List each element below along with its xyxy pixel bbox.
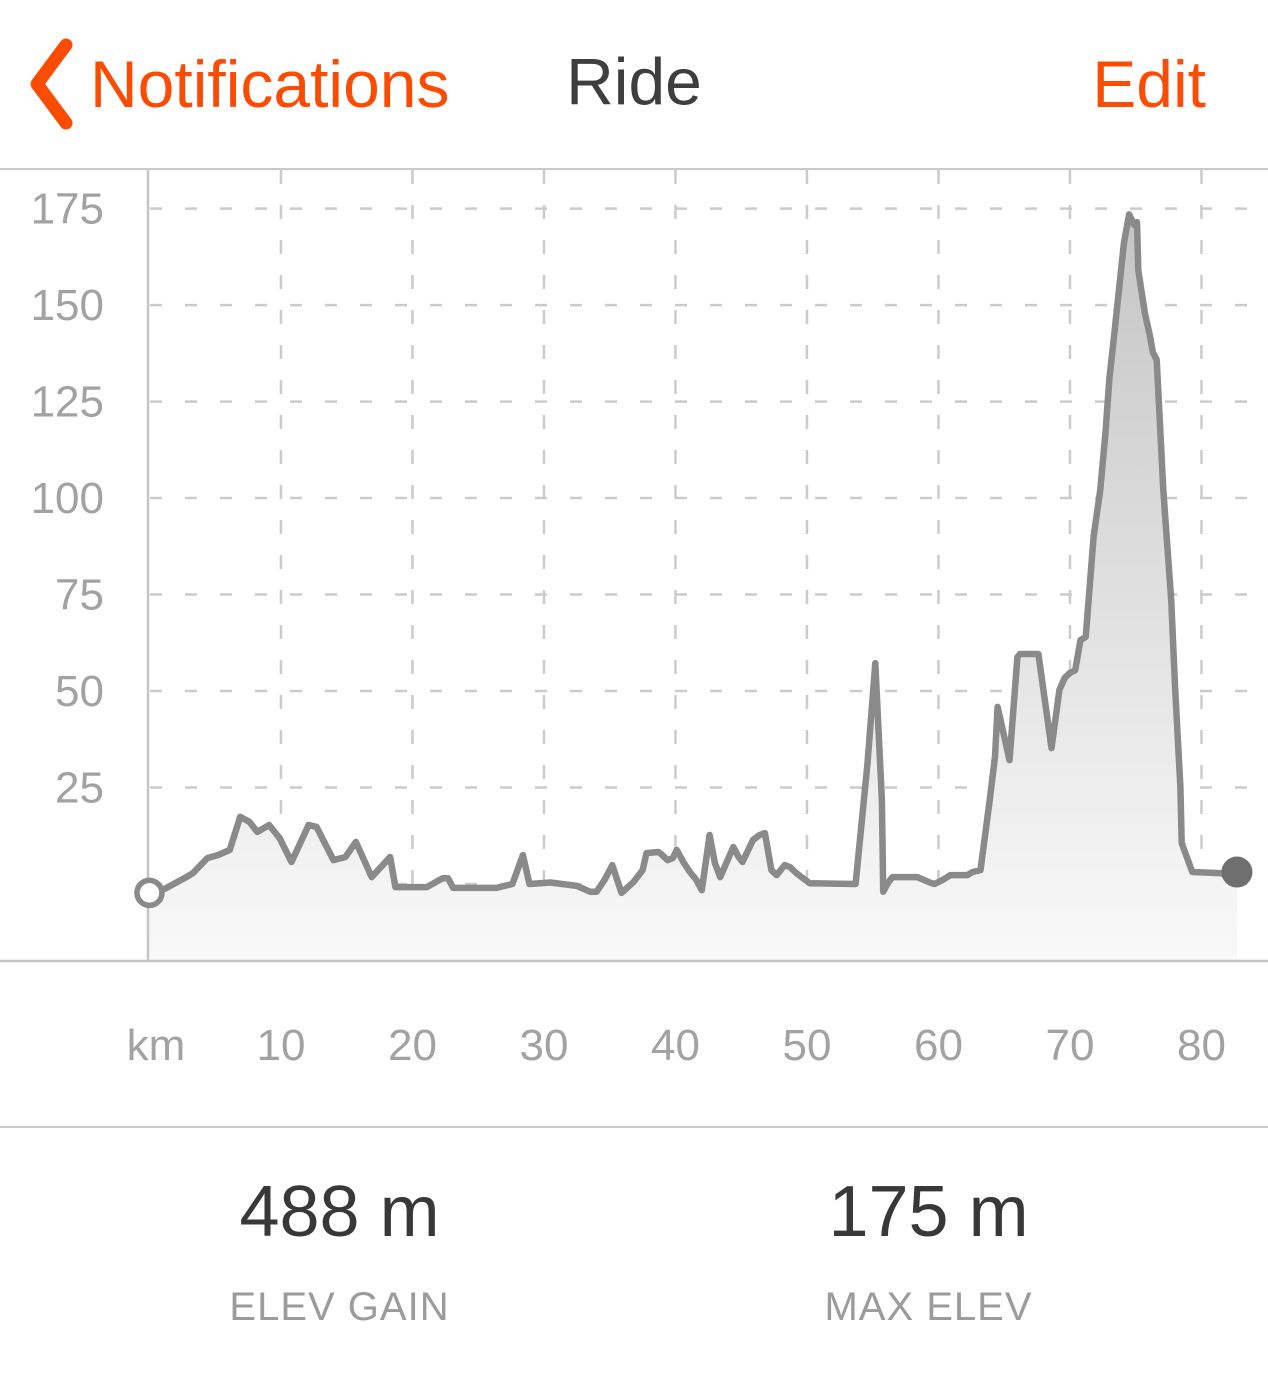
y-axis-label: 150 <box>31 281 104 330</box>
back-button[interactable]: Notifications <box>28 38 450 130</box>
elev-gain-label: ELEV GAIN <box>229 1284 450 1329</box>
y-axis-label: 125 <box>31 378 104 427</box>
x-axis-label: 50 <box>782 1021 831 1070</box>
y-axis-label: 25 <box>55 764 104 813</box>
y-axis-label: 100 <box>31 474 104 523</box>
page-title: Ride <box>566 44 702 119</box>
stats-row: 488 m ELEV GAIN 175 m MAX ELEV <box>0 1128 1268 1380</box>
x-axis-label: 10 <box>256 1021 305 1070</box>
x-axis-label: 40 <box>651 1021 700 1070</box>
x-axis-label: 60 <box>914 1021 963 1070</box>
x-axis-label: 80 <box>1177 1021 1226 1070</box>
max-elev-label: MAX ELEV <box>824 1284 1033 1329</box>
x-axis-label: 30 <box>519 1021 568 1070</box>
nav-bar: Notifications Ride Edit <box>0 0 1268 170</box>
stat-max-elev: 175 m MAX ELEV <box>634 1171 1223 1380</box>
back-chevron-icon <box>28 38 74 130</box>
elevation-area <box>149 214 1237 961</box>
back-button-label: Notifications <box>90 47 450 121</box>
end-point-marker <box>1221 856 1253 888</box>
elevation-chart-section: 25 50 75 100 125 150 175 km 10 20 30 40 50 60 70 80 <box>0 170 1268 1128</box>
elevation-chart: 25 50 75 100 125 150 175 km 10 20 30 40 50 60 70 80 <box>0 170 1268 1070</box>
y-axis-label: 50 <box>55 667 104 716</box>
edit-button[interactable]: Edit <box>1092 47 1206 121</box>
y-axis-label: 75 <box>55 571 104 620</box>
x-axis-label: 20 <box>388 1021 437 1070</box>
max-elev-value: 175 m <box>828 1172 1029 1252</box>
elev-gain-value: 488 m <box>239 1172 440 1252</box>
y-axis-label: 175 <box>31 185 104 234</box>
start-point-marker <box>134 877 165 909</box>
elevation-line <box>146 211 1241 897</box>
stat-elev-gain: 488 m ELEV GAIN <box>45 1171 634 1380</box>
x-axis-label: 70 <box>1045 1021 1094 1070</box>
x-axis-unit-label: km <box>127 1021 186 1070</box>
